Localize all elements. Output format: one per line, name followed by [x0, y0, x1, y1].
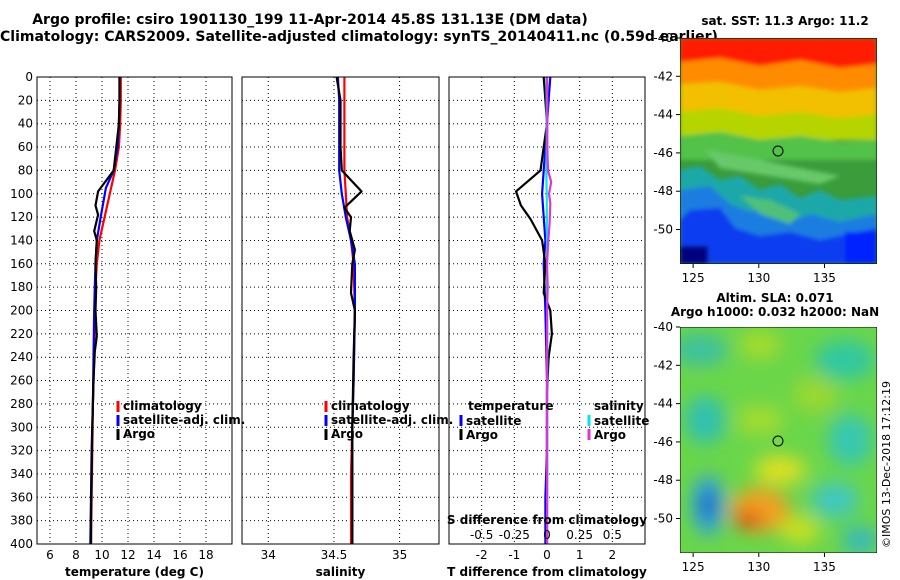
legend-label: satellite: [466, 414, 521, 428]
plot-frame: [448, 76, 646, 545]
y-tick-label: 300: [10, 420, 33, 434]
sst-map-axes: -40 -42 -44 -46 -48 -50 125 130 135: [653, 31, 836, 285]
legend-label: satellite-adj. clim.: [123, 413, 245, 427]
map-y-tick-label: -44: [653, 397, 673, 411]
map-y-tick-label: -40: [653, 31, 673, 45]
top-x-axis-label: S difference from climatology: [447, 513, 647, 527]
top-x-tick-label: 0.5: [603, 528, 622, 542]
y-tick-label: 200: [10, 304, 33, 318]
legend-label: climatology: [123, 399, 202, 413]
map-y-tick-label: -40: [653, 320, 673, 334]
legend-label: Argo: [594, 428, 626, 442]
x-axis-label: temperature (deg C): [65, 565, 204, 579]
map-x-tick-label: 135: [813, 560, 836, 574]
x-tick-label: 34: [261, 548, 276, 562]
x-tick-label: 6: [46, 548, 54, 562]
y-tick-label: 320: [10, 444, 33, 458]
y-tick-label: 400: [10, 537, 33, 551]
series-line-argo: [335, 76, 363, 544]
panel-difference: -2 -1 0 1 2 T difference from climatology temp…: [447, 76, 649, 579]
map-y-tick-label: -50: [653, 512, 673, 526]
map-x-tick-label: 130: [747, 271, 770, 285]
x-tick-label: 10: [94, 548, 109, 562]
sst-map: -40 -42 -44 -46 -48 -50 125 130 135: [653, 31, 877, 285]
x-tick-label: 14: [146, 548, 161, 562]
x-tick-label: 0: [543, 548, 551, 562]
y-tick-label: 120: [10, 210, 33, 224]
x-axis-label: salinity: [316, 565, 366, 579]
panel-salinity: 34 34.5 35 salinity climatologysatellite-adj…: [241, 76, 453, 579]
sla-map: -40 -42 -44 -46 -48 -50 125 130 135: [653, 320, 877, 574]
y-tick-label: 80: [18, 163, 33, 177]
sla-map-axes: -40 -42 -44 -46 -48 -50 125 130 135: [653, 320, 836, 574]
legend-label: satellite-adj. clim.: [331, 413, 453, 427]
x-tick-label: -2: [476, 548, 488, 562]
y-tick-label: 340: [10, 467, 33, 481]
legend-label: satellite: [594, 414, 649, 428]
map-x-tick-label: 125: [682, 271, 705, 285]
sla-map-title-line1: Altim. SLA: 0.071: [716, 291, 834, 305]
y-tick-label: 100: [10, 187, 33, 201]
sst-argo-position-marker: [772, 145, 784, 157]
sst-field: [680, 38, 877, 264]
y-tick-label: 240: [10, 350, 33, 364]
x-axis-label: T difference from climatology: [447, 565, 647, 579]
map-x-tick-label: 125: [682, 560, 705, 574]
x-tick-label: 18: [198, 548, 213, 562]
plot-frame: [241, 76, 440, 545]
map-y-tick-label: -46: [653, 146, 673, 160]
x-tick-label: 12: [120, 548, 135, 562]
x-tick-label: 35: [392, 548, 407, 562]
legend-header-temperature: temperature: [468, 399, 553, 413]
x-tick-label: 34.5: [321, 548, 348, 562]
figure-title-line2: Climatology: CARS2009. Satellite-adjuste…: [0, 29, 718, 45]
y-tick-label: 380: [10, 514, 33, 528]
map-y-tick-label: -48: [653, 184, 673, 198]
legend-label: Argo: [331, 427, 363, 441]
y-tick-label: 40: [18, 117, 33, 131]
map-y-tick-label: -46: [653, 435, 673, 449]
sla-argo-position-marker: [772, 435, 784, 447]
y-tick-label: 0: [25, 70, 33, 84]
map-x-tick-label: 130: [747, 560, 770, 574]
panel-temperature: 6 8 10 12 14 16 18 temperature (deg C) 0 20 40 60 80…: [10, 70, 245, 579]
series-line-s-argo: [545, 76, 553, 544]
x-tick-label: 16: [172, 548, 187, 562]
legend-label: Argo: [466, 428, 498, 442]
y-tick-label: 160: [10, 257, 33, 271]
map-y-tick-label: -48: [653, 473, 673, 487]
x-tick-label: 1: [576, 548, 584, 562]
map-x-tick-label: 135: [813, 271, 836, 285]
legend-label: climatology: [331, 399, 410, 413]
sla-field: [680, 327, 877, 553]
figure-title-line1: Argo profile: csiro 1901130_199 11-Apr-2…: [32, 12, 588, 28]
legend-label: Argo: [123, 427, 155, 441]
legend-header-salinity: salinity: [594, 399, 644, 413]
y-tick-label: 140: [10, 233, 33, 247]
y-tick-label: 180: [10, 280, 33, 294]
top-x-tick-label: 0: [543, 528, 551, 542]
x-tick-label: -1: [508, 548, 520, 562]
x-tick-label: 2: [609, 548, 617, 562]
plot-frame: [36, 76, 233, 545]
map-y-tick-label: -44: [653, 108, 673, 122]
map-y-tick-label: -42: [653, 358, 673, 372]
y-tick-label: 280: [10, 397, 33, 411]
y-tick-label: 20: [18, 93, 33, 107]
map-y-tick-label: -50: [653, 223, 673, 237]
map-y-tick-label: -42: [653, 69, 673, 83]
series-line-argo: [89, 77, 121, 544]
top-x-tick-label: 0.25: [566, 528, 593, 542]
x-tick-label: 8: [72, 548, 80, 562]
sla-map-title-line2: Argo h1000: 0.032 h2000: NaN: [670, 305, 880, 319]
y-tick-label: 220: [10, 327, 33, 341]
sst-map-title: sat. SST: 11.3 Argo: 11.2: [701, 14, 869, 28]
y-tick-label: 60: [18, 140, 33, 154]
y-tick-label: 360: [10, 490, 33, 504]
top-x-tick-label: -0.5: [470, 528, 493, 542]
y-tick-label: 260: [10, 374, 33, 388]
top-x-tick-label: -0.25: [499, 528, 530, 542]
